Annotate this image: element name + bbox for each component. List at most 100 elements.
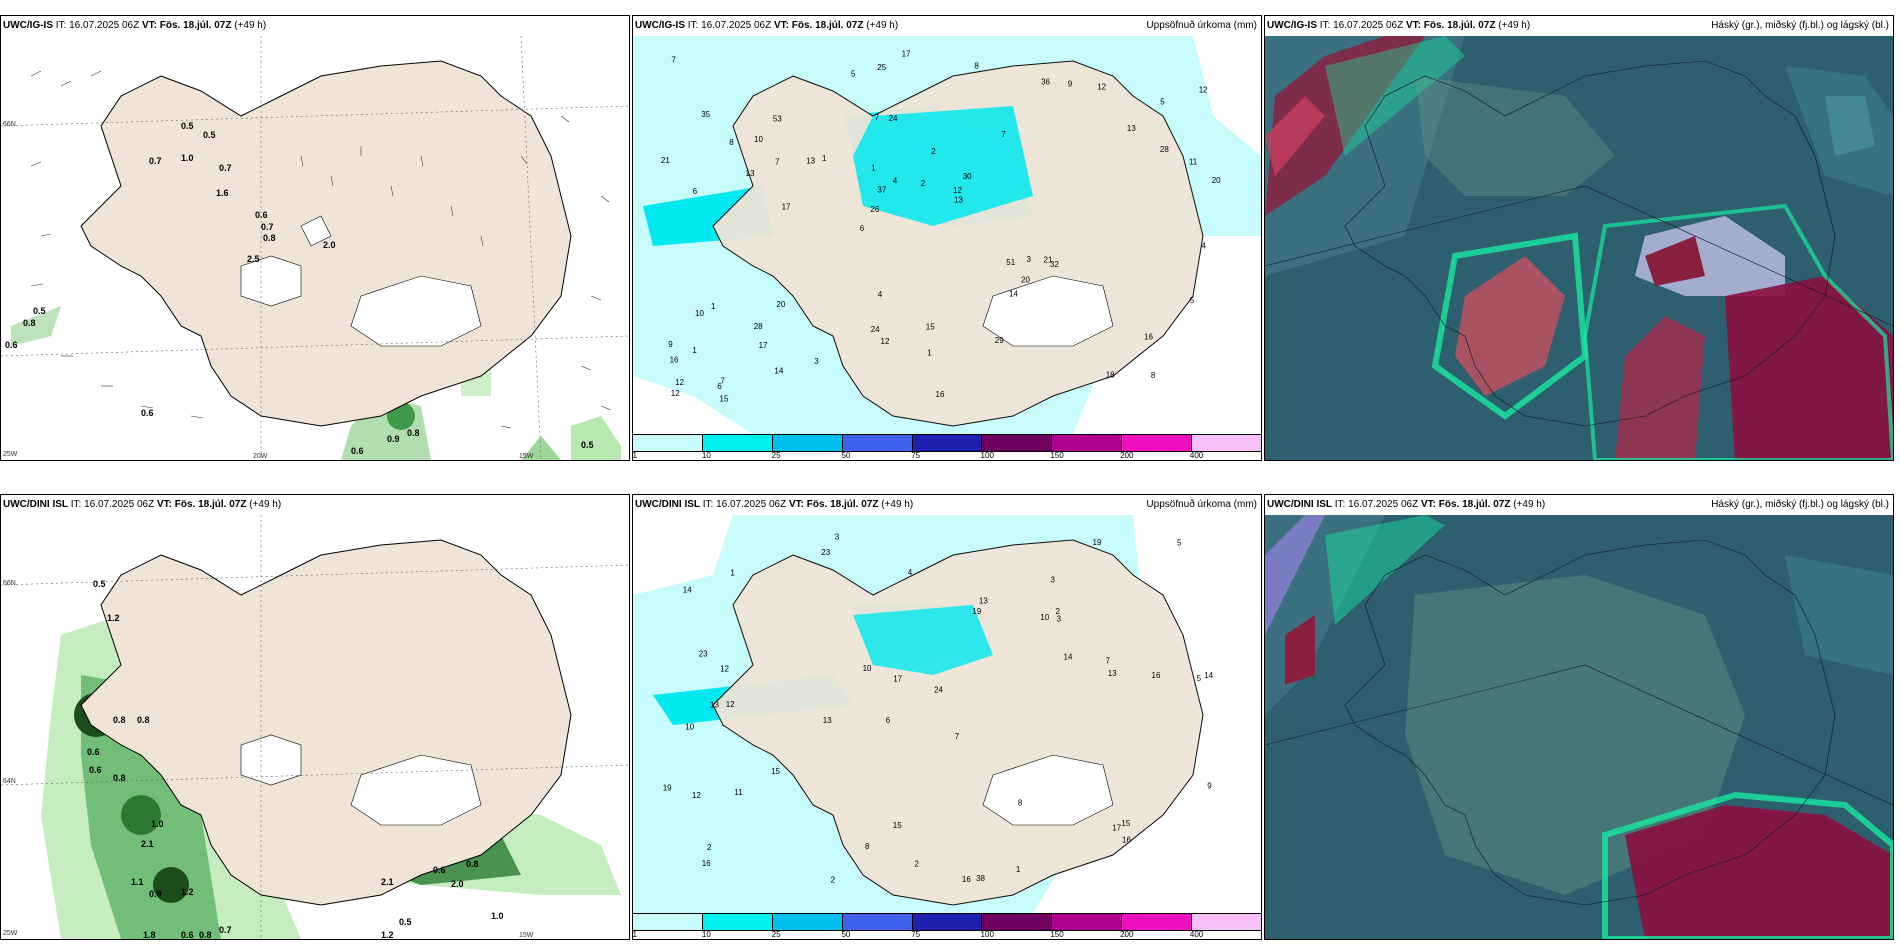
precip-label: 23 xyxy=(699,649,708,658)
colorbar-label: 400 xyxy=(1189,930,1204,939)
lon-label: 20W xyxy=(253,453,268,460)
lon-label: 15W xyxy=(519,932,534,939)
rain-label: 1.6 xyxy=(216,188,229,198)
rain-label: 0.6 xyxy=(89,765,102,775)
rain-label: 1.0 xyxy=(181,153,194,163)
graticule-labels: 66N 64N 25W 15W xyxy=(3,580,534,939)
precip-label: 29 xyxy=(995,336,1004,345)
rain-label: 1.8 xyxy=(143,930,156,939)
precip-label: 13 xyxy=(710,700,719,709)
colorbar-swatch xyxy=(1052,914,1123,930)
colorbar-label: 10 xyxy=(701,451,711,460)
precip-label: 14 xyxy=(1204,671,1213,680)
rain-label: 1.0 xyxy=(151,819,164,829)
precip-label: 7 xyxy=(875,113,880,122)
rain-label: 2.5 xyxy=(247,254,260,264)
precip-label: 5 xyxy=(1177,539,1182,548)
rain-label: 0.8 xyxy=(466,859,479,869)
precip-label: 13 xyxy=(746,169,755,178)
precip-label: 15 xyxy=(720,395,729,404)
colorbar-swatch xyxy=(772,435,843,451)
colorbar-swatch xyxy=(1192,914,1261,930)
precip-label: 7 xyxy=(1106,656,1111,665)
rain-label: 0.6 xyxy=(351,446,364,456)
precip-label: 6 xyxy=(860,224,865,233)
panel-precip-dini: UWC/DINI ISL IT: 16.07.2025 06Z VT: Fös.… xyxy=(632,494,1262,940)
colorbar-label: 10 xyxy=(701,930,711,939)
precip-colorbar: 1 10 25 50 75 100 150 200 400 xyxy=(633,913,1261,939)
precip-label: 7 xyxy=(775,157,780,166)
precip-label: 7 xyxy=(671,55,676,64)
precip-label: 16 xyxy=(962,875,971,884)
cloud-map xyxy=(1265,36,1893,460)
precip-label: 8 xyxy=(974,62,979,71)
precip-label: 23 xyxy=(821,548,830,557)
precip-label: 13 xyxy=(979,596,988,605)
wind-rain-map: 0.5 0.5 0.7 1.0 0.7 1.6 0.6 0.7 0.8 2.0 … xyxy=(1,36,629,460)
lat-label: 64N xyxy=(3,778,16,785)
rain-label: 0.7 xyxy=(219,163,232,173)
precip-label: 13 xyxy=(823,716,832,725)
precip-label: 8 xyxy=(1151,371,1156,380)
colorbar-label: 100 xyxy=(980,930,994,939)
precip-label: 10 xyxy=(1040,613,1049,622)
colorbar-label: 200 xyxy=(1120,930,1134,939)
precip-label: 21 xyxy=(661,156,670,165)
precip-label: 2 xyxy=(931,147,936,156)
precip-label: 15 xyxy=(893,821,902,830)
precip-label: 14 xyxy=(774,366,783,375)
colorbar-label: 75 xyxy=(911,930,921,939)
precip-label: 4 xyxy=(893,177,898,186)
precip-label: 7 xyxy=(955,732,960,741)
colorbar-swatch xyxy=(912,914,983,930)
precip-label: 20 xyxy=(1021,276,1030,285)
rain-label: 0.5 xyxy=(93,579,106,589)
colorbar-label: 200 xyxy=(1120,451,1134,460)
precip-label: 35 xyxy=(701,110,710,119)
panel-precip-igis: UWC/IG-IS IT: 16.07.2025 06Z VT: Fös. 18… xyxy=(632,15,1262,461)
panel-header: UWC/IG-IS IT: 16.07.2025 06Z VT: Fös. 18… xyxy=(635,20,1257,31)
precip-label: 17 xyxy=(759,341,768,350)
rain-label: 0.7 xyxy=(149,156,162,166)
precip-label: 21 xyxy=(1044,256,1053,265)
precip-label: 17 xyxy=(782,202,791,211)
rain-label: 2.1 xyxy=(141,839,154,849)
precip-label: 10 xyxy=(685,723,694,732)
precip-label: 2 xyxy=(915,860,920,869)
precip-label: 13 xyxy=(806,157,815,166)
colorbar-label: 1 xyxy=(632,930,638,939)
colorbar-swatch xyxy=(1192,435,1261,451)
panel-clouds-dini: UWC/DINI ISL IT: 16.07.2025 06Z VT: Fös.… xyxy=(1264,494,1894,940)
graticule xyxy=(1,515,629,939)
precip-label: 19 xyxy=(663,784,672,793)
precip-label: 8 xyxy=(865,842,870,851)
colorbar-swatch xyxy=(702,914,773,930)
rain-label: 0.8 xyxy=(263,233,276,243)
rain-label: 0.8 xyxy=(137,715,150,725)
lon-label: 15W xyxy=(519,453,534,460)
precip-label: 13 xyxy=(1127,124,1136,133)
precip-label: 1 xyxy=(927,349,932,358)
precip-label: 17 xyxy=(893,675,902,684)
rain-label: 1.2 xyxy=(381,930,394,939)
precip-label: 10 xyxy=(863,664,872,673)
precip-label: 24 xyxy=(889,114,898,123)
precip-label: 9 xyxy=(1207,782,1212,791)
rain-value-labels: 0.5 1.2 0.6 0.8 0.8 0.6 0.8 1.1 0.9 1.2 … xyxy=(87,579,504,939)
rain-label: 0.5 xyxy=(181,121,194,131)
iceland-land xyxy=(80,539,572,906)
precip-label: 37 xyxy=(877,185,886,194)
precip-label: 8 xyxy=(729,138,734,147)
precip-map: 8656777211161724303235252051282624375336… xyxy=(633,36,1261,434)
precip-label: 4 xyxy=(1202,242,1207,251)
rain-label: 1.0 xyxy=(491,911,504,921)
precip-label: 16 xyxy=(702,859,711,868)
precip-colorbar: 1 10 25 50 75 100 150 200 400 xyxy=(633,434,1261,460)
precip-label: 2 xyxy=(707,843,712,852)
precip-label: 7 xyxy=(720,377,725,386)
precip-label: 19 xyxy=(1093,538,1102,547)
colorbar-label: 150 xyxy=(1050,451,1064,460)
precip-label: 32 xyxy=(1050,260,1059,269)
colorbar-swatch xyxy=(842,435,913,451)
precip-label: 16 xyxy=(1152,671,1161,680)
